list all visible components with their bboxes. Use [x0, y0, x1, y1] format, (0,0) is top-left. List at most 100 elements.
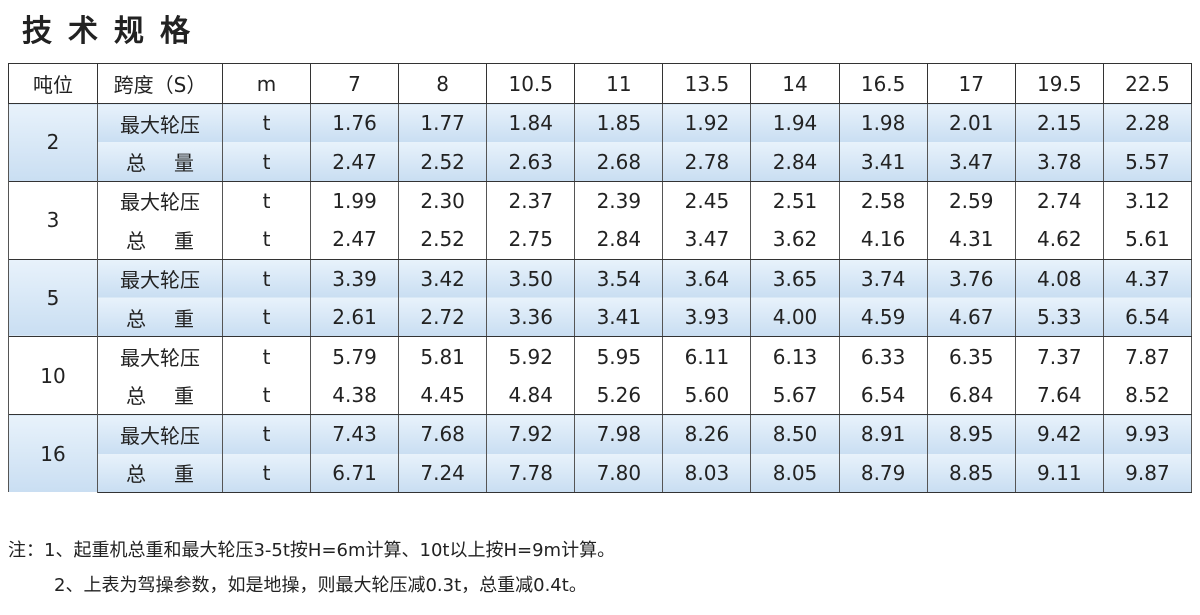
tonnage-cell: 5	[8, 258, 98, 337]
unit-cell: t	[222, 375, 311, 416]
value-cell: 8.95	[926, 414, 1016, 454]
value-cell: 3.47	[926, 142, 1016, 182]
value-cell: 3.36	[486, 297, 576, 338]
header-cell: 跨度（S）	[97, 63, 223, 104]
data-row: 3 最大轮压 t 1.99 2.30 2.37 2.39 2.45 2.51 2.58 2.59 2.…	[8, 180, 1193, 260]
title: 技术规格	[22, 14, 206, 49]
value-cell: 7.24	[398, 453, 488, 493]
value-cell: 8.91	[838, 414, 928, 454]
value-cell: 7.98	[574, 414, 664, 454]
value-cell: 4.38	[309, 375, 400, 416]
header-cell: 19.5	[1014, 63, 1104, 104]
value-cell: 7.78	[486, 453, 576, 493]
value-cell: 3.65	[750, 258, 840, 298]
row-label: 最大轮压	[97, 414, 223, 454]
value-cell: 3.78	[1014, 142, 1104, 182]
header-cell: m	[222, 63, 311, 104]
value-cell: 2.63	[486, 142, 576, 182]
value-cell: 4.16	[838, 220, 928, 260]
data-row: 2 最大轮压 t 1.76 1.77 1.84 1.85 1.92 1.94 1.98 2.01 2.…	[8, 103, 1193, 182]
value-cell: 5.95	[574, 336, 664, 376]
value-cell: 2.01	[926, 103, 1016, 143]
row-label: 总重	[97, 375, 223, 416]
value-cell: 9.42	[1014, 414, 1104, 454]
header-cell: 7	[309, 63, 400, 104]
value-cell: 1.77	[398, 103, 488, 143]
value-cell: 6.84	[926, 375, 1016, 416]
value-cell: 4.08	[1014, 258, 1104, 298]
unit-cell: t	[222, 142, 311, 182]
data-row: 总重 t 6.71 7.24 7.78 7.80 8.03 8.05 8.79 8.85 9.11 9…	[9, 453, 1193, 493]
value-cell: 6.35	[926, 336, 1016, 376]
value-cell: 5.67	[750, 375, 840, 416]
tonnage-cell: 10	[8, 336, 98, 415]
value-cell: 4.62	[1014, 220, 1104, 260]
value-cell: 4.00	[750, 297, 840, 338]
value-cell: 3.64	[662, 258, 752, 298]
value-cell: 1.85	[574, 103, 664, 143]
data-row: 总重 t 2.61 2.72 3.36 3.41 3.93 4.00 4.59 4.67 5.33 6…	[9, 297, 1193, 338]
value-cell: 1.99	[309, 180, 400, 221]
value-cell: 2.51	[750, 180, 840, 221]
value-cell: 3.47	[662, 220, 752, 260]
unit-cell: t	[222, 220, 311, 260]
value-cell: 3.54	[574, 258, 664, 298]
value-cell: 6.54	[1102, 297, 1193, 338]
header-cell: 13.5	[662, 63, 752, 104]
row-label: 总重	[97, 297, 223, 338]
unit-cell: t	[222, 103, 311, 143]
value-cell: 1.94	[750, 103, 840, 143]
value-cell: 4.45	[398, 375, 488, 416]
data-row: 10 最大轮压 t 5.79 5.81 5.92 5.95 6.11 6.13 6.33 6.35 7…	[8, 336, 1193, 415]
value-cell: 8.79	[838, 453, 928, 493]
value-cell: 2.59	[926, 180, 1016, 221]
value-cell: 5.57	[1102, 142, 1193, 182]
value-cell: 2.52	[398, 220, 488, 260]
value-cell: 2.84	[750, 142, 840, 182]
value-cell: 2.28	[1102, 103, 1193, 143]
row-label: 总重	[97, 220, 223, 260]
value-cell: 9.11	[1014, 453, 1104, 493]
value-cell: 1.98	[838, 103, 928, 143]
value-cell: 2.68	[574, 142, 664, 182]
value-cell: 6.11	[662, 336, 752, 376]
row-label: 最大轮压	[97, 336, 223, 376]
value-cell: 2.45	[662, 180, 752, 221]
value-cell: 3.62	[750, 220, 840, 260]
unit-cell: t	[222, 414, 311, 454]
value-cell: 7.64	[1014, 375, 1104, 416]
unit-cell: t	[222, 336, 311, 376]
tonnage-cell: 3	[8, 180, 98, 260]
note: 注：1、起重机总重和最大轮压3-5t按H=6m计算、10t以上按H=9m计算。	[8, 540, 616, 561]
value-cell: 3.39	[309, 258, 400, 298]
value-cell: 2.39	[574, 180, 664, 221]
value-cell: 2.30	[398, 180, 488, 221]
value-cell: 7.43	[309, 414, 400, 454]
row-label: 最大轮压	[97, 258, 223, 298]
value-cell: 3.41	[574, 297, 664, 338]
value-cell: 9.87	[1102, 453, 1193, 493]
value-cell: 3.76	[926, 258, 1016, 298]
value-cell: 2.47	[309, 142, 400, 182]
header-cell: 8	[398, 63, 488, 104]
data-row: 总重 t 2.47 2.52 2.75 2.84 3.47 3.62 4.16 4.31 4.62 5…	[9, 220, 1193, 260]
value-cell: 2.15	[1014, 103, 1104, 143]
data-row: 5 最大轮压 t 3.39 3.42 3.50 3.54 3.64 3.65 3.74 3.76 4.…	[8, 258, 1193, 337]
value-cell: 5.81	[398, 336, 488, 376]
header-cell: 吨位	[8, 63, 98, 104]
row-label: 最大轮压	[97, 180, 223, 221]
value-cell: 6.13	[750, 336, 840, 376]
value-cell: 7.37	[1014, 336, 1104, 376]
value-cell: 8.52	[1102, 375, 1193, 416]
value-cell: 7.92	[486, 414, 576, 454]
value-cell: 2.74	[1014, 180, 1104, 221]
value-cell: 1.92	[662, 103, 752, 143]
value-cell: 2.47	[309, 220, 400, 260]
header-cell: 16.5	[838, 63, 928, 104]
value-cell: 4.59	[838, 297, 928, 338]
value-cell: 5.26	[574, 375, 664, 416]
value-cell: 7.80	[574, 453, 664, 493]
data-row: 总重 t 4.38 4.45 4.84 5.26 5.60 5.67 6.54 6.84 7.64 8…	[9, 375, 1193, 416]
value-cell: 2.75	[486, 220, 576, 260]
